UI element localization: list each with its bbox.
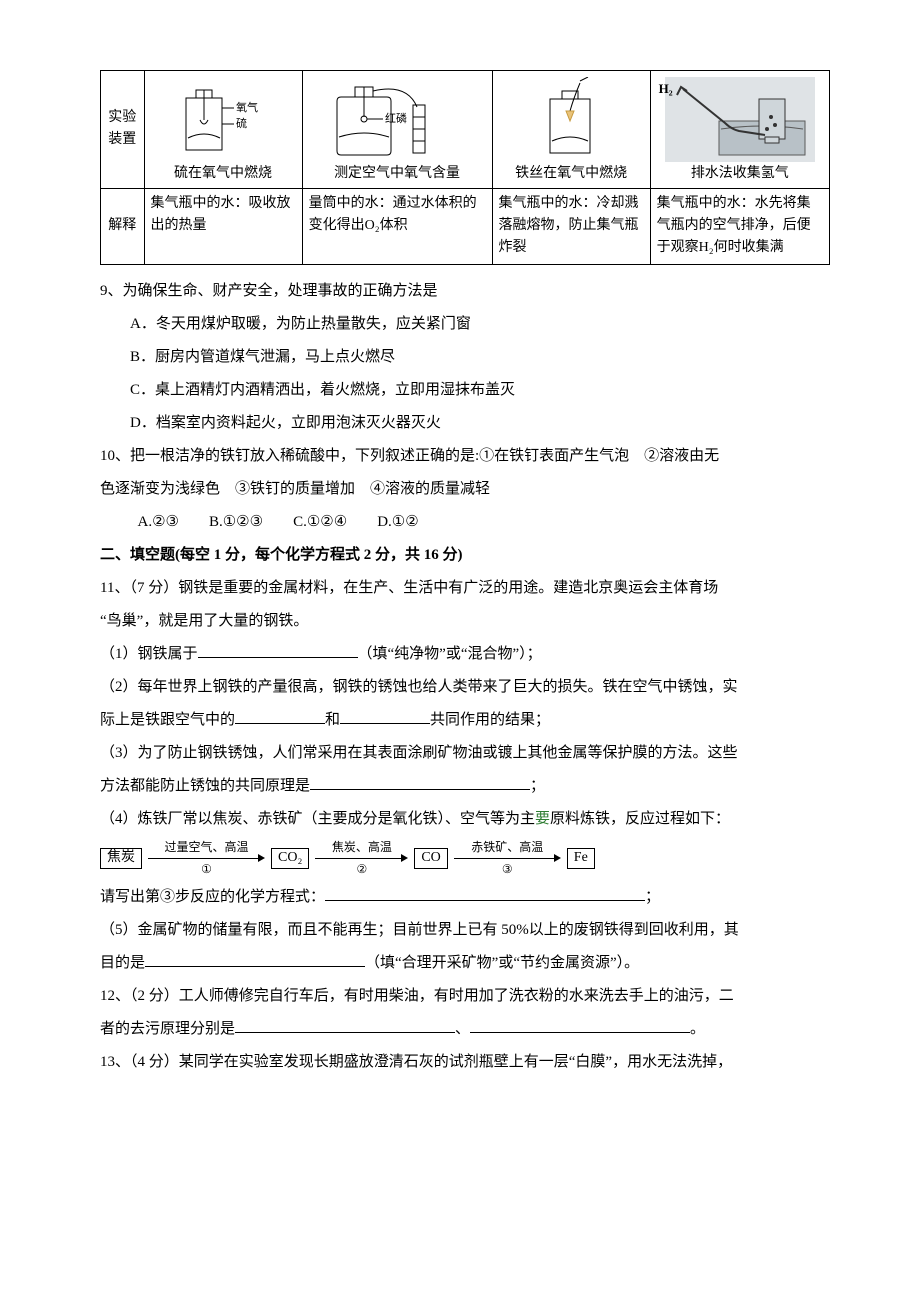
diagram-2: 红磷 xyxy=(307,77,488,162)
label-red-p: 红磷 xyxy=(385,112,407,125)
q11-4a: （4）炼铁厂常以焦炭、赤铁矿（主要成分是氧化铁）、空气等为主要原料炼铁，反应过程… xyxy=(100,803,830,836)
q10-a: A.②③ xyxy=(138,514,179,530)
q10-d: D.①② xyxy=(377,514,418,530)
q11-2b-t: 际上是铁跟空气中的 xyxy=(100,712,235,728)
q12-b-t: 者的去污原理分别是 xyxy=(100,1021,235,1037)
flow-mid1: CO₂ xyxy=(271,848,309,869)
row1-label-text: 实验装置 xyxy=(107,107,138,152)
exp-cell-4: H₂ 排水法收集氢气 xyxy=(650,71,829,189)
q9-b: B．厨房内管道煤气泄漏，马上点火燃尽 xyxy=(100,341,830,374)
arrow-1: 过量空气、高温 ① xyxy=(148,840,265,877)
q11-1a: （1）钢铁属于 xyxy=(100,646,198,662)
label-h2: H₂ xyxy=(659,79,673,100)
blank-12-1 xyxy=(235,1015,455,1033)
diagram-1: 氧气 硫 xyxy=(149,77,298,162)
caption-4: 排水法收集氢气 xyxy=(655,164,825,184)
q11-3b: 方法都能防止锈蚀的共同原理是 ； xyxy=(100,770,830,803)
a2num: ② xyxy=(356,862,367,876)
q11-3a: （3）为了防止钢铁锈蚀，人们常采用在其表面涂刷矿物油或镀上其他金属等保护膜的方法… xyxy=(100,737,830,770)
row1-label: 实验装置 xyxy=(101,71,145,189)
diagram-3 xyxy=(497,77,646,162)
caption-1: 硫在氧气中燃烧 xyxy=(149,164,298,184)
q13-a: 13、（4 分）某同学在实验室发现长期盛放澄清石灰的试剂瓶壁上有一层“白膜”，用… xyxy=(100,1046,830,1079)
flow-mid2: CO xyxy=(414,848,447,869)
q11-lead1: 11、（7 分）钢铁是重要的金属材料，在生产、生活中有广泛的用途。建造北京奥运会… xyxy=(100,572,830,605)
q10-stem2: 色逐渐变为浅绿色 ③铁钉的质量增加 ④溶液的质量减轻 xyxy=(100,473,830,506)
q12-d: 。 xyxy=(690,1021,705,1037)
flow-box1: 焦炭 xyxy=(100,848,142,869)
q11-5c: （填“合理开采矿物”或“节约金属资源”）。 xyxy=(365,955,639,971)
q11-1b: （填“纯净物”或“混合物”）； xyxy=(358,646,542,662)
arrow-2: 焦炭、高温 ② xyxy=(315,840,408,877)
a2top: 焦炭、高温 xyxy=(332,840,392,854)
arrow-3: 赤铁矿、高温 ③ xyxy=(454,840,561,877)
q10-options: A.②③ B.①②③ C.①②④ D.①② xyxy=(100,506,830,539)
row2-label-text: 解释 xyxy=(107,215,138,237)
q9-c: C．桌上酒精灯内酒精洒出，着火燃烧，立即用湿抹布盖灭 xyxy=(100,374,830,407)
q11-flow: 焦炭 过量空气、高温 ① CO₂ 焦炭、高温 ② CO 赤铁矿、高温 ③ Fe xyxy=(100,840,830,877)
blank-11-1 xyxy=(198,640,358,658)
q11-2a: （2）每年世界上钢铁的产量很高，钢铁的锈蚀也给人类带来了巨大的损失。铁在空气中锈… xyxy=(100,671,830,704)
blank-12-2 xyxy=(470,1015,690,1033)
blank-11-2b xyxy=(340,706,430,724)
q11-5a: （5）金属矿物的储量有限，而且不能再生；目前世界上已有 50%以上的废钢铁得到回… xyxy=(100,914,830,947)
q11-4green: 要 xyxy=(535,811,550,827)
q11-2d: 共同作用的结果； xyxy=(430,712,550,728)
experiment-table: 实验装置 氧气 硫 硫在氧气中燃烧 xyxy=(100,70,830,265)
q11-3b-t: 方法都能防止锈蚀的共同原理是 xyxy=(100,778,310,794)
flow-mid3: Fe xyxy=(567,848,595,869)
blank-11-5 xyxy=(145,949,365,967)
q11-5b-t: 目的是 xyxy=(100,955,145,971)
q11-1: （1）钢铁属于 （填“纯净物”或“混合物”）； xyxy=(100,638,830,671)
expl-1: 集气瓶中的水：吸收放出的热量 xyxy=(144,188,302,264)
row2-label: 解释 xyxy=(101,188,145,264)
exp-cell-3: 铁丝在氧气中燃烧 xyxy=(492,71,650,189)
q11-2b: 际上是铁跟空气中的 和 共同作用的结果； xyxy=(100,704,830,737)
a3num: ③ xyxy=(502,862,513,876)
q11-4a-t: （4）炼铁厂常以焦炭、赤铁矿（主要成分是氧化铁）、空气等为主 xyxy=(100,811,535,827)
exp-cell-2: 红磷 测定空气中氧气含量 xyxy=(302,71,492,189)
q10-c: C.①②④ xyxy=(293,514,347,530)
q11-3c: ； xyxy=(530,778,545,794)
diagram-4: H₂ xyxy=(655,77,825,162)
q11-lead2: “鸟巢”，就是用了大量的钢铁。 xyxy=(100,605,830,638)
q12-a: 12、（2 分）工人师傅修完自行车后，有时用柴油，有时用加了洗衣粉的水来洗去手上… xyxy=(100,980,830,1013)
q9-a: A．冬天用煤炉取暖，为防止热量散失，应关紧门窗 xyxy=(100,308,830,341)
a3top: 赤铁矿、高温 xyxy=(471,840,543,854)
q11-2c: 和 xyxy=(325,712,340,728)
a1top: 过量空气、高温 xyxy=(164,840,248,854)
caption-2: 测定空气中氧气含量 xyxy=(307,164,488,184)
q12-b: 者的去污原理分别是 、 。 xyxy=(100,1013,830,1046)
expl-4: 集气瓶中的水：水先将集气瓶内的空气排净，后便于观察H₂何时收集满 xyxy=(650,188,829,264)
q12-c: 、 xyxy=(455,1021,470,1037)
expl-3: 集气瓶中的水：冷却溅落融熔物，防止集气瓶炸裂 xyxy=(492,188,650,264)
expl-2: 量筒中的水：通过水体积的变化得出O₂体积 xyxy=(302,188,492,264)
q11-4c1: 请写出第③步反应的化学方程式： xyxy=(100,889,325,905)
q9-stem: 9、为确保生命、财产安全，处理事故的正确方法是 xyxy=(100,275,830,308)
blank-11-4 xyxy=(325,883,645,901)
section2-title: 二、填空题(每空 1 分，每个化学方程式 2 分，共 16 分) xyxy=(100,539,830,572)
blank-11-2a xyxy=(235,706,325,724)
q11-4c2: ； xyxy=(645,889,660,905)
exp-cell-1: 氧气 硫 硫在氧气中燃烧 xyxy=(144,71,302,189)
caption-3: 铁丝在氧气中燃烧 xyxy=(497,164,646,184)
q11-4b-t: 原料炼铁，反应过程如下： xyxy=(550,811,730,827)
q9-d: D．档案室内资料起火，立即用泡沫灭火器灭火 xyxy=(100,407,830,440)
label-oxygen: 氧气 xyxy=(236,100,258,114)
label-sulfur: 硫 xyxy=(236,116,247,130)
q10-stem1: 10、把一根洁净的铁钉放入稀硫酸中，下列叙述正确的是:①在铁钉表面产生气泡 ②溶… xyxy=(100,440,830,473)
blank-11-3 xyxy=(310,772,530,790)
q11-5b: 目的是 （填“合理开采矿物”或“节约金属资源”）。 xyxy=(100,947,830,980)
a1num: ① xyxy=(201,862,212,876)
q10-b: B.①②③ xyxy=(209,514,263,530)
q11-4c: 请写出第③步反应的化学方程式： ； xyxy=(100,881,830,914)
